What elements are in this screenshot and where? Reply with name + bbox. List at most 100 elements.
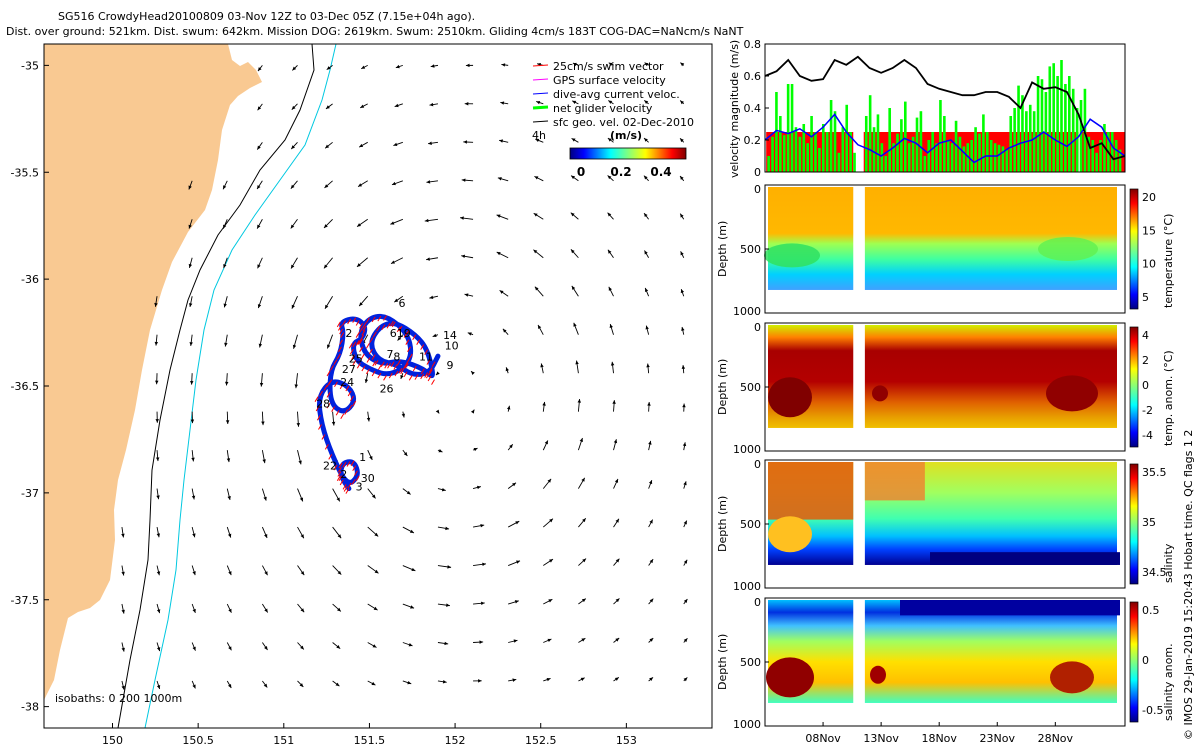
- velocity-arrow: [497, 177, 509, 182]
- swim-vector-tick: [377, 364, 382, 370]
- velocity-arrow: [367, 449, 373, 461]
- velocity-green-bar: [923, 156, 927, 172]
- velocity-arrow: [393, 141, 403, 147]
- swim-vector-tick: [355, 340, 360, 346]
- velocity-arrow: [577, 437, 583, 451]
- section-feature: [930, 552, 1120, 565]
- swim-vector-tick: [424, 349, 429, 355]
- velocity-arrow: [464, 293, 474, 297]
- swim-vector-tick: [350, 460, 355, 467]
- swim-vector-tick: [333, 464, 338, 471]
- velocity-arrow: [324, 295, 333, 310]
- velocity-arrow: [156, 488, 160, 500]
- velocity-arrow: [681, 326, 685, 335]
- velocity-arrow: [225, 411, 230, 424]
- swim-vector-tick: [314, 396, 319, 402]
- velocity-arrow: [121, 603, 125, 614]
- velocity-arrow: [573, 322, 579, 335]
- velocity-green-bar: [1060, 60, 1063, 172]
- velocity-y-tick-label: 0.2: [744, 134, 762, 147]
- swim-vector-tick: [350, 348, 354, 355]
- swim-vector-tick: [330, 365, 334, 371]
- velocity-green-bar: [794, 127, 798, 172]
- velocity-arrow: [534, 286, 544, 297]
- swim-vector-tick: [404, 362, 409, 369]
- velocity-green-bar: [1009, 116, 1013, 172]
- velocity-arrow: [543, 598, 553, 605]
- velocity-arrow: [402, 565, 416, 572]
- velocity-y-axis: 0 0.2 0.4 0.6 0.8: [744, 38, 769, 179]
- velocity-green-bar: [1099, 140, 1102, 172]
- swim-vector-tick: [387, 362, 391, 369]
- swim-vector-tick: [326, 381, 331, 387]
- swim-vector-tick: [339, 479, 344, 486]
- velocity-arrow: [367, 680, 376, 686]
- velocity-arrow: [296, 411, 301, 427]
- velocity-arrow: [400, 373, 404, 380]
- velocity-y-tick-label: 0.8: [744, 38, 762, 51]
- velocity-arrow: [508, 678, 517, 682]
- velocity-arrow: [646, 363, 650, 374]
- velocity-green-bar: [939, 100, 942, 172]
- velocity-green-bar: [825, 132, 829, 172]
- section-colorbar-tick: 2: [1142, 354, 1149, 367]
- track-day-label: 27: [342, 363, 356, 376]
- velocity-arrow: [643, 175, 649, 182]
- velocity-arrow: [155, 450, 160, 462]
- velocity-arrow: [506, 405, 511, 412]
- velocity-arrow: [402, 449, 408, 457]
- velocity-green-bar: [1052, 63, 1055, 173]
- swim-vector-tick: [350, 395, 354, 402]
- velocity-arrow: [226, 565, 232, 576]
- legend-gps-velocity: GPS surface velocity: [553, 74, 666, 87]
- velocity-green-bar: [782, 135, 786, 172]
- velocity-arrow: [290, 142, 298, 150]
- swim-vector-tick: [366, 357, 371, 363]
- velocity-green-bar: [806, 143, 809, 172]
- swim-vector-tick: [323, 385, 328, 391]
- swim-vector-tick: [344, 409, 349, 415]
- map-y-tick-label: -38: [21, 701, 39, 714]
- velocity-arrow: [473, 562, 487, 567]
- velocity-arrow: [226, 450, 231, 463]
- velocity-arrow: [323, 218, 333, 229]
- track-day-label: 30: [361, 472, 375, 485]
- velocity-arrow: [613, 598, 620, 605]
- swim-vector-tick: [394, 370, 399, 377]
- velocity-arrow: [290, 257, 298, 269]
- velocity-green-bar: [864, 116, 868, 172]
- velocity-arrow: [332, 526, 342, 539]
- velocity-arrow: [297, 488, 304, 502]
- velocity-arrow: [643, 212, 649, 220]
- section-colorbar: [1129, 326, 1139, 448]
- swim-vector-tick: [321, 434, 326, 440]
- velocity-green-bar: [1036, 76, 1040, 172]
- velocity-arrow: [402, 526, 415, 534]
- section-feature: [768, 516, 812, 553]
- map-x-tick-label: 153: [616, 734, 637, 747]
- velocity-green-bar: [1095, 152, 1098, 172]
- velocity-arrow: [223, 257, 228, 269]
- velocity-arrow: [608, 286, 614, 297]
- swim-vector-tick: [359, 327, 364, 333]
- swim-vector-tick: [335, 409, 340, 416]
- swim-vector-tick: [346, 461, 351, 467]
- swim-vector-tick: [352, 465, 357, 472]
- credit-text: © IMOS 29-Jan-2019 15:20:43 Hobart time.…: [1182, 430, 1195, 740]
- velocity-y-tick-label: 0.6: [744, 70, 762, 83]
- velocity-arrow: [390, 257, 404, 264]
- velocity-arrow: [297, 450, 302, 465]
- velocity-arrow: [430, 64, 439, 68]
- velocity-arrow: [570, 249, 579, 259]
- velocity-arrow: [155, 373, 159, 385]
- swim-vector-tick: [388, 372, 393, 379]
- swim-vector-tick: [420, 368, 425, 375]
- velocity-arrow: [356, 257, 369, 268]
- section-colorbar-tick: 34.5: [1142, 566, 1167, 579]
- velocity-arrow: [472, 447, 478, 452]
- velocity-green-bar: [1068, 76, 1071, 172]
- velocity-panel: 0 0.2 0.4 0.6 0.8 velocity magnitude (m/s): [728, 38, 1126, 179]
- swim-vector-tick: [315, 405, 320, 412]
- legend-dac-velocity: dive-avg current veloc.: [553, 88, 680, 101]
